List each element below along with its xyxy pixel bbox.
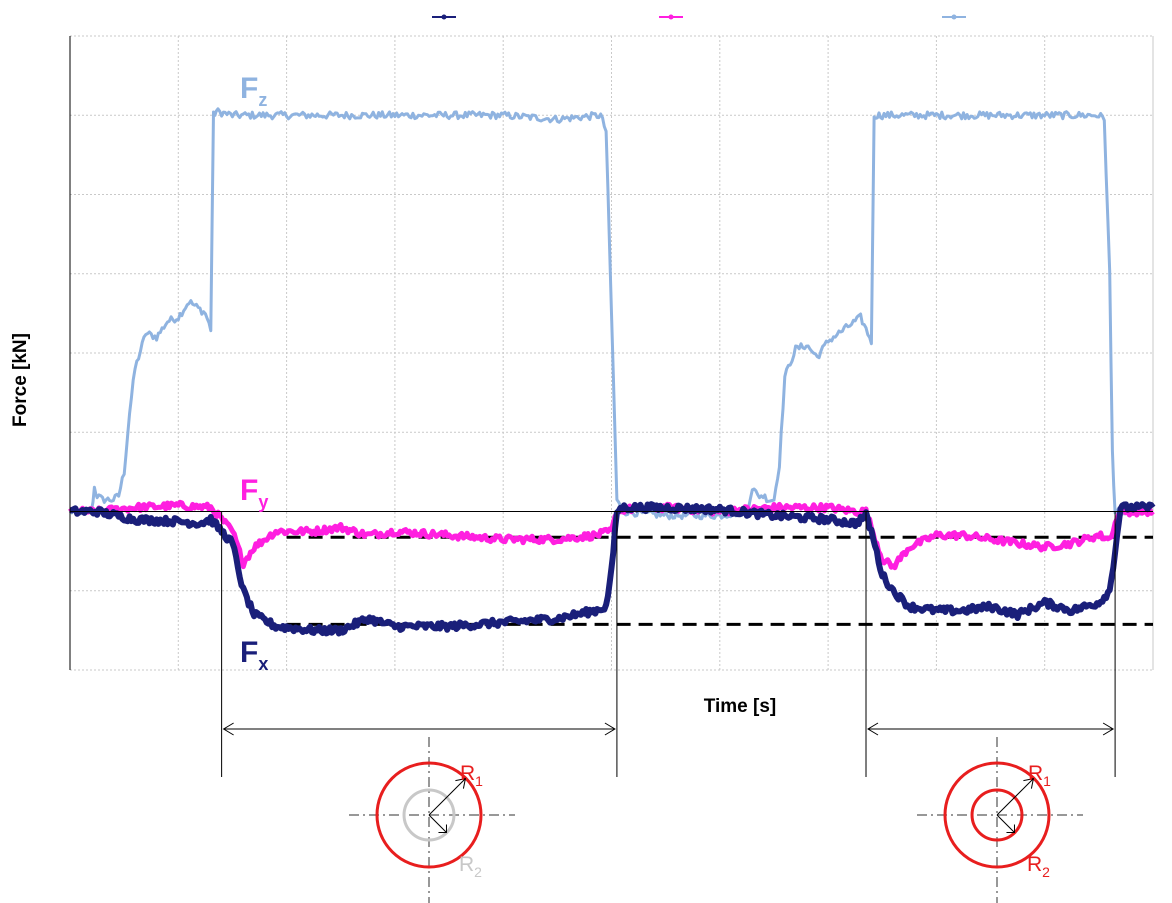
legend-marker xyxy=(951,14,957,20)
axes xyxy=(69,36,1153,670)
y-axis-label: Force [kN] xyxy=(10,333,31,427)
legend xyxy=(432,14,966,20)
radius-2-arrow xyxy=(996,814,1015,833)
radius-2-arrow xyxy=(428,814,447,833)
series-label-y: Fy xyxy=(240,474,268,512)
series-layer xyxy=(68,107,1156,637)
circle-schematic: R1 R2 xyxy=(349,737,515,903)
radius-1-label: R1 xyxy=(1028,762,1051,789)
outer-circle xyxy=(943,761,1051,869)
legend-marker xyxy=(441,14,447,20)
legend-marker xyxy=(668,14,674,20)
annotations xyxy=(221,511,1116,777)
radius-2-arrow-head xyxy=(438,824,447,833)
series-line-Fy xyxy=(68,499,1155,571)
arrow-head-left xyxy=(867,722,879,736)
circle-schematics: R1 R2 R1 R2 xyxy=(349,737,1083,903)
arrow-head-right xyxy=(1102,722,1115,736)
radius-2-label: R2 xyxy=(459,853,482,880)
arrow-head-right xyxy=(604,722,616,736)
outer-circle xyxy=(375,761,483,869)
radius-1-label: R1 xyxy=(460,762,483,789)
series-line-Fx xyxy=(68,501,1156,637)
series-labels: Fx Fy Fz xyxy=(240,72,268,674)
x-axis-label: Time [s] xyxy=(704,696,777,717)
series-label-z: Fz xyxy=(240,72,267,110)
circle-schematic: R1 R2 xyxy=(917,737,1083,903)
inner-circle xyxy=(402,788,456,842)
inner-circle xyxy=(970,788,1024,842)
radius-1-arrow-head xyxy=(455,777,467,789)
radius-1-arrow xyxy=(428,778,466,816)
series-line-Fz xyxy=(68,107,1154,521)
radius-2-label: R2 xyxy=(1027,853,1050,880)
arrow-head-left xyxy=(222,722,234,736)
radius-1-arrow xyxy=(996,778,1034,816)
series-label-x: Fx xyxy=(240,636,268,674)
radius-1-arrow-head xyxy=(1023,777,1035,789)
radius-2-arrow-head xyxy=(1006,824,1015,833)
